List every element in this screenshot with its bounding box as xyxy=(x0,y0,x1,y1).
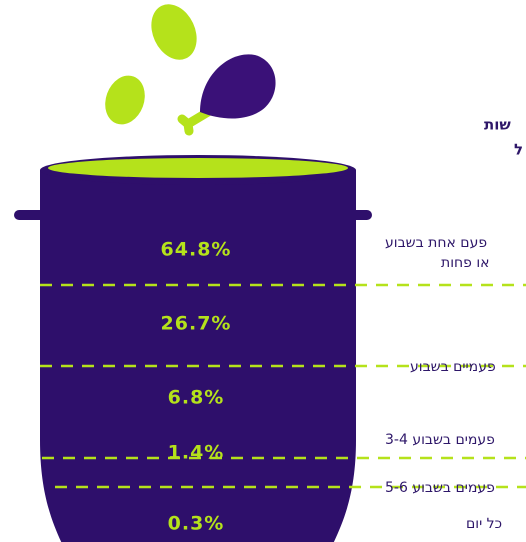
row-label: פעמיים בשבוע xyxy=(410,359,496,375)
row-label: 5-6 פעמים בשבוע xyxy=(385,480,495,496)
drumstick xyxy=(200,54,276,119)
title-fragment: ל xyxy=(514,141,523,159)
drumstick-bone xyxy=(177,107,213,136)
row-label: פעם אחת בשבוע xyxy=(385,235,487,251)
pot-handle xyxy=(14,210,46,220)
percentage: 26.7% xyxy=(161,313,232,335)
row-label: או פחות xyxy=(441,255,490,271)
percentage: 6.8% xyxy=(168,387,225,409)
percentage: 0.3% xyxy=(168,513,225,535)
percentage: 64.8% xyxy=(161,239,232,261)
title-fragment: שות xyxy=(484,116,511,134)
row-label: 3-4 פעמים בשבוע xyxy=(385,432,495,448)
food-piece xyxy=(151,4,197,60)
percentage: 1.4% xyxy=(168,442,225,464)
pot-body xyxy=(40,170,356,542)
pot-contents xyxy=(48,158,348,178)
food-piece xyxy=(105,75,145,125)
row-label: כל יום xyxy=(466,516,502,532)
